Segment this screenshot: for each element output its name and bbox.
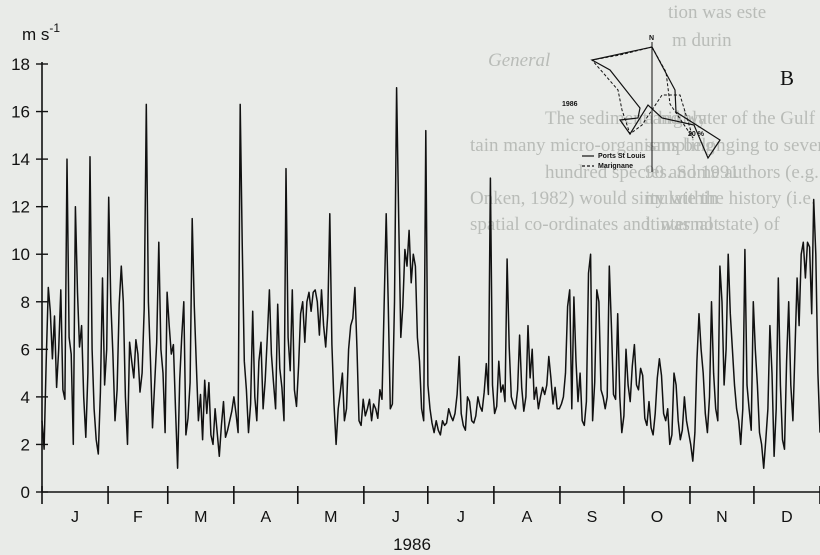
- y-axis-unit-exponent: -1: [49, 21, 60, 35]
- bg-text-line: sampling: [645, 135, 715, 156]
- bg-text-line: 90 and 1991: [645, 162, 739, 183]
- x-month-label: F: [133, 509, 143, 526]
- y-tick-label: 18: [11, 55, 30, 74]
- background-text: tion was este m durin General The sedime…: [470, 2, 820, 235]
- y-tick-label: 10: [11, 245, 30, 264]
- bg-text-line: General: [488, 50, 550, 71]
- legend-entry-marignane: Marignane: [598, 163, 633, 170]
- x-month-label: J: [71, 509, 79, 526]
- y-tick-label: 8: [21, 293, 30, 312]
- legend-entry-ports-st-louis: Ports St Louis: [598, 153, 646, 160]
- x-month-label: S: [587, 509, 598, 526]
- y-tick-label: 6: [21, 340, 30, 359]
- wind-rose-year-label: 1986: [562, 101, 578, 108]
- y-axis-label: m s-1: [22, 21, 60, 44]
- y-tick-label: 12: [11, 198, 30, 217]
- bg-text-line: hundred species. Some authors (e.g. Wood…: [545, 162, 820, 183]
- bg-text-line: spatial co-ordinates and internal state)…: [470, 214, 780, 235]
- bg-text-line: Onken, 1982) would simulate the history …: [470, 188, 820, 209]
- x-axis-label: 1986: [393, 535, 431, 554]
- wind-rose-inset: N 1986 20 % Ports St Louis Marignane: [562, 35, 721, 172]
- x-month-label: A: [522, 509, 533, 526]
- bg-text-line: tain many micro-organisms belonging to s…: [470, 135, 820, 156]
- wind-speed-series-line: [41, 87, 820, 469]
- y-axis: 0 2 4 6 8 10 12 14 16 18: [11, 55, 48, 502]
- x-month-label: N: [716, 509, 728, 526]
- bg-text-line: m durin: [672, 30, 732, 51]
- x-month-label: M: [324, 509, 337, 526]
- bg-text-line: it was not: [645, 214, 720, 235]
- wind-rose-polygon-ports-st-louis: [590, 46, 721, 160]
- y-tick-label: 16: [11, 103, 30, 122]
- y-tick-label: 2: [21, 435, 30, 454]
- bg-text-line: ity within: [645, 188, 719, 209]
- wind-rose-north-label: N: [649, 35, 654, 42]
- bg-text-line: tion was este: [668, 2, 766, 23]
- x-month-label: D: [781, 509, 793, 526]
- bg-text-line: a highly: [645, 108, 707, 129]
- y-tick-label: 0: [21, 483, 30, 502]
- bg-text-line: The sediment and water of the Gulf of Fo…: [545, 108, 820, 129]
- y-tick-label: 14: [11, 150, 30, 169]
- wind-rose-percent-label: 20 %: [688, 131, 705, 138]
- y-axis-ticks: 0 2 4 6 8 10 12 14 16 18: [11, 55, 48, 502]
- wind-rose-polygon-marignane: [591, 46, 694, 139]
- y-axis-unit: m s: [22, 25, 49, 44]
- x-month-label: J: [392, 509, 400, 526]
- panel-label: B: [780, 66, 794, 90]
- x-month-label: A: [260, 509, 271, 526]
- y-tick-label: 4: [21, 388, 30, 407]
- x-month-label: J: [457, 509, 465, 526]
- x-month-label: O: [651, 509, 663, 526]
- x-month-label: M: [194, 509, 207, 526]
